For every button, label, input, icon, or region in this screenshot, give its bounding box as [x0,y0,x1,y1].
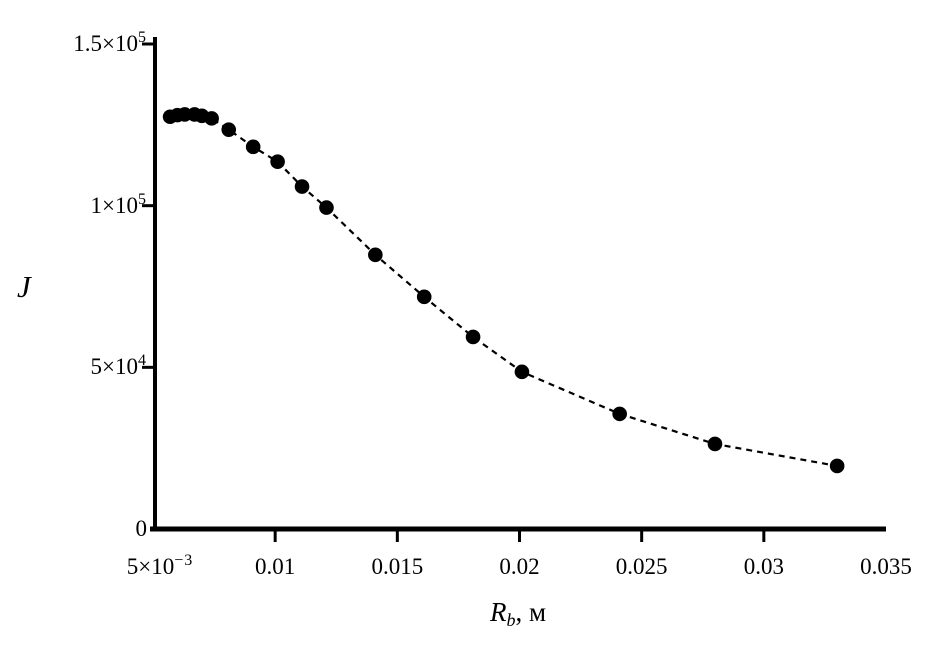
data-point [612,406,627,422]
x-tick-label: 0.02 [499,554,540,579]
data-series-line [169,113,838,468]
data-point [294,179,310,194]
data-point [416,289,432,305]
x-tick-label: 0.025 [615,554,668,579]
y-tick-label: 1.5×105 [73,29,147,56]
x-axis-title: Rb, м [490,596,546,631]
y-axis-title: J [17,269,31,304]
data-point [204,111,219,126]
x-tick-label: 0.03 [743,554,784,579]
data-point [270,154,285,169]
data-point [221,122,237,137]
x-axis-unit: , м [515,597,547,627]
data-point [829,458,845,474]
x-tick-label: 0.015 [371,554,424,579]
data-point [465,329,481,345]
x-tick-label: 0.035 [860,554,912,579]
x-axis-variable: R [489,597,507,627]
x-tick-label: 0.01 [255,554,296,579]
x-tick-label: 5×10−3 [126,552,194,579]
y-tick-label: 5×104 [90,352,147,380]
x-axis-variable-subscript: b [506,610,516,630]
data-point [245,139,261,155]
y-tick-label: 0 [135,516,148,541]
data-point [319,200,334,215]
data-point [368,247,383,263]
data-point [707,436,723,452]
y-tick-label: 1×105 [90,190,147,218]
data-point [514,364,530,380]
